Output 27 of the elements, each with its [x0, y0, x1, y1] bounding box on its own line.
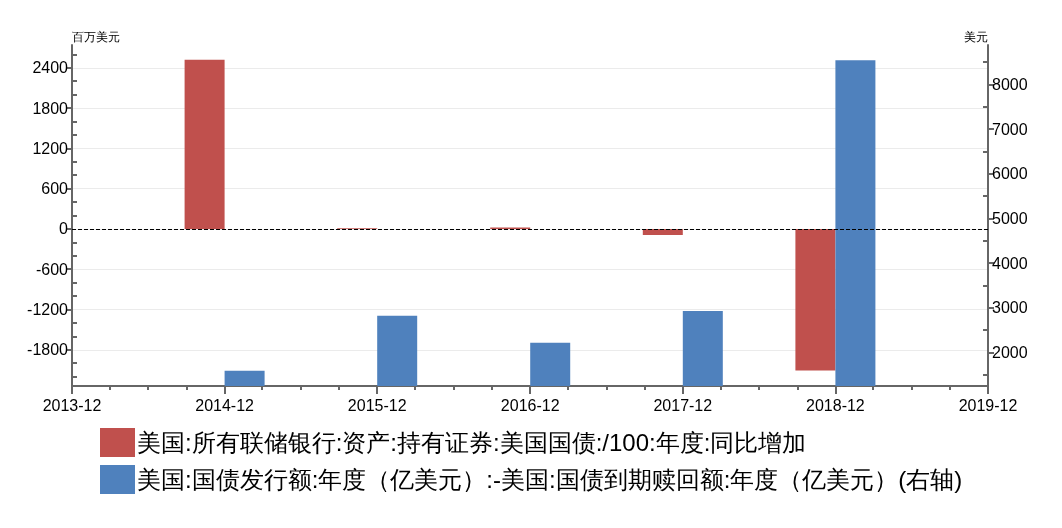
- y2-axis-title: 美元: [964, 30, 988, 44]
- y2-tick-label: 2000: [992, 343, 1028, 361]
- y-tick-label: -1200: [27, 300, 69, 318]
- x-tick-label: 2016-12: [500, 396, 560, 414]
- x-tick-label: 2019-12: [958, 396, 1018, 414]
- y-tick-label: -600: [35, 260, 69, 278]
- y-tick-label: -1800: [27, 341, 69, 359]
- bar: [184, 59, 225, 229]
- y-tick-label: 600: [41, 180, 69, 198]
- y-tick-label: 1200: [32, 139, 69, 157]
- x-tick-label: 2017-12: [653, 396, 713, 414]
- y-tick-label: 0: [59, 220, 69, 238]
- x-tick-label: 2013-12: [42, 396, 102, 414]
- y-tick-label: 1800: [32, 99, 69, 117]
- x-tick-label: 2014-12: [195, 396, 255, 414]
- x-tick-label: 2015-12: [347, 396, 407, 414]
- y2-tick-label: 7000: [992, 120, 1028, 138]
- y2-tick-label: 5000: [992, 209, 1028, 227]
- y-tick-label: 2400: [32, 59, 69, 77]
- y-axis-title: 百万美元: [72, 30, 120, 44]
- y2-tick-label: 4000: [992, 254, 1028, 272]
- x-tick-label: 2018-12: [806, 396, 865, 414]
- y2-tick-label: 8000: [992, 75, 1028, 93]
- y2-tick-label: 3000: [992, 299, 1028, 317]
- legend-label: 美国:国债发行额:年度（亿美元）:-美国:国债到期赎回额:年度（亿美元）(右轴): [137, 466, 963, 493]
- legend-label: 美国:所有联储银行:资产:持有证券:美国国债:/100:年度:同比增加: [137, 429, 807, 456]
- y2-tick-label: 6000: [992, 165, 1028, 183]
